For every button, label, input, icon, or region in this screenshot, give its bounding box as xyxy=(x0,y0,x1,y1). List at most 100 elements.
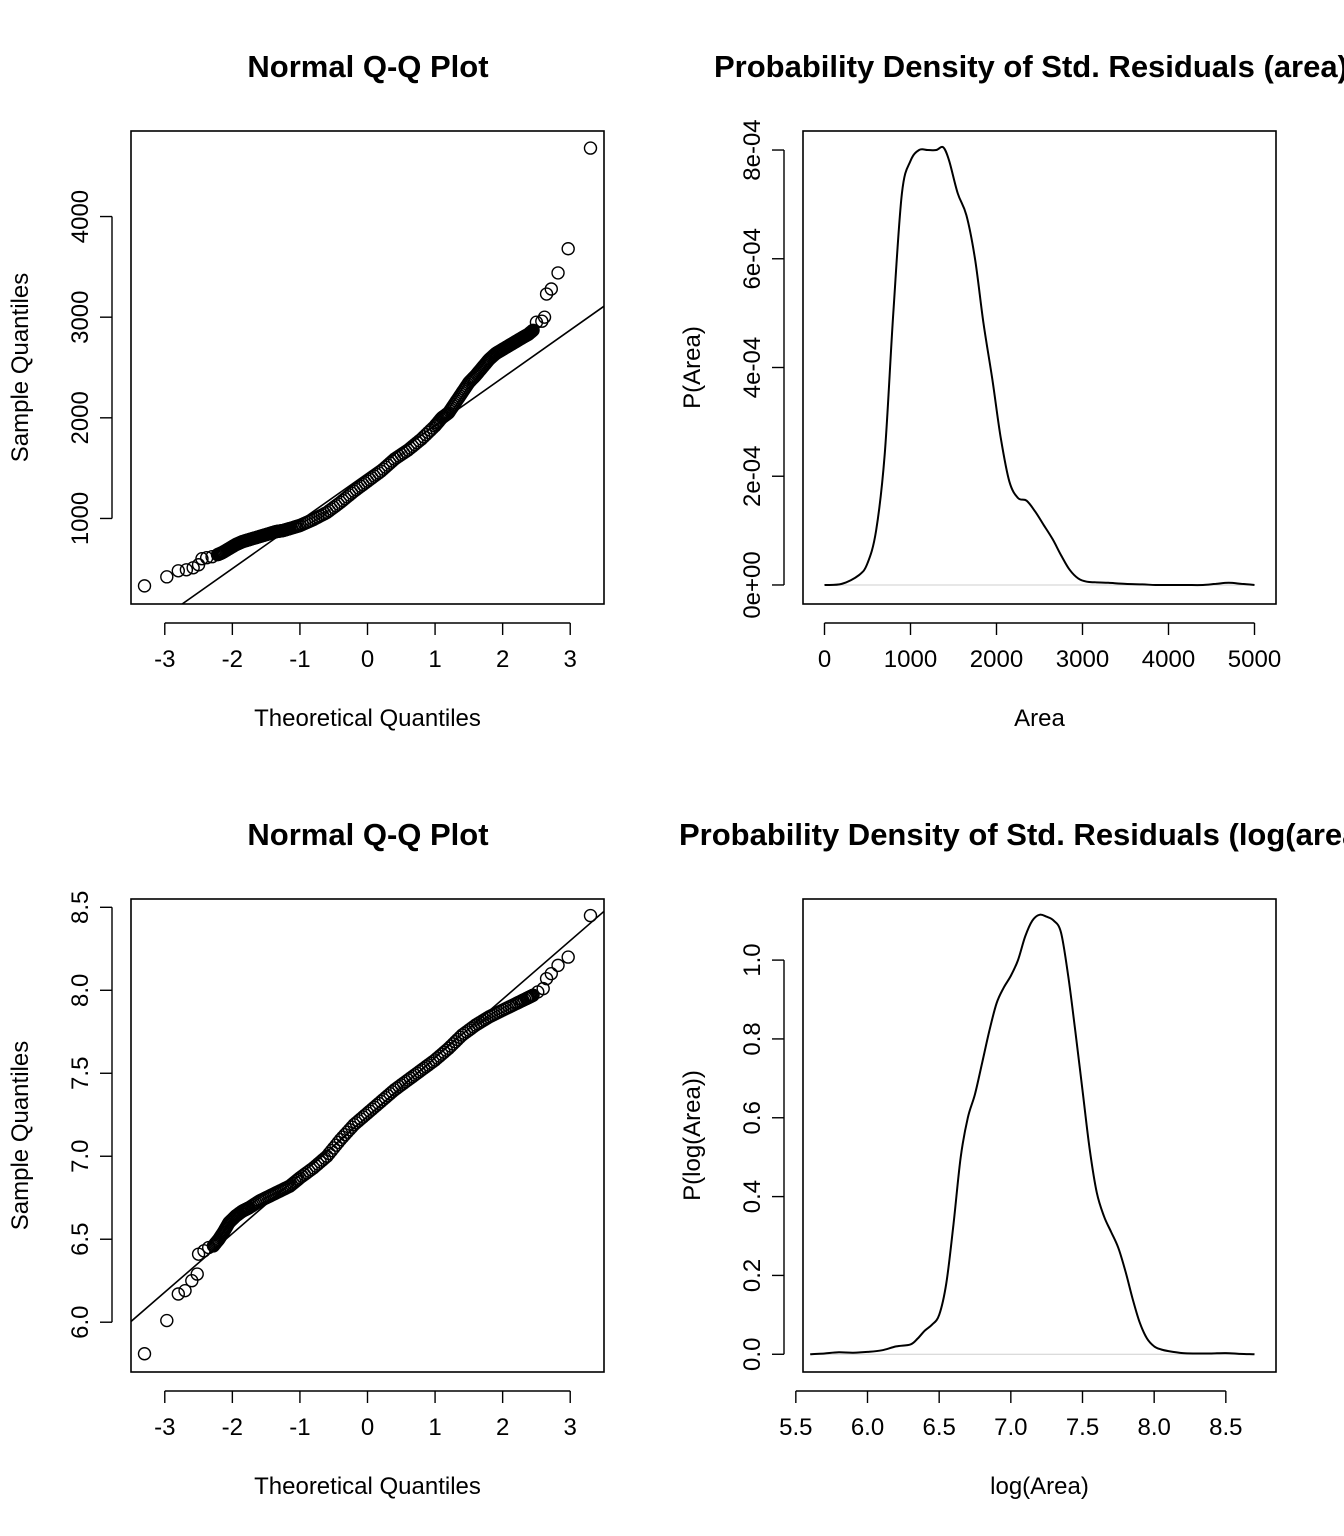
y-tick-label: 4000 xyxy=(67,190,94,243)
x-tick-label: 0 xyxy=(361,646,374,673)
data-point xyxy=(551,266,565,280)
data-point xyxy=(293,1171,307,1185)
data-point xyxy=(340,1125,354,1139)
panel-2: Probability Density of Std. Residuals (a… xyxy=(679,49,1344,732)
data-point xyxy=(365,471,379,485)
data-point xyxy=(179,563,194,577)
data-point xyxy=(297,1167,312,1182)
y-tick-label: 0.4 xyxy=(739,1180,766,1213)
data-point xyxy=(399,444,413,459)
y-tick-label: 6e-04 xyxy=(739,228,766,289)
data-point xyxy=(360,474,375,488)
x-tick-label: 1 xyxy=(428,1414,441,1441)
y-tick-label: 2e-04 xyxy=(739,446,766,507)
data-point xyxy=(537,310,552,324)
y-tick-label: 0.2 xyxy=(739,1259,766,1292)
x-tick-label: 5.5 xyxy=(779,1414,812,1441)
x-tick-label: -1 xyxy=(289,1414,310,1441)
data-point xyxy=(536,981,550,996)
chart-title: Normal Q-Q Plot xyxy=(247,817,488,852)
y-axis-label: P(log(Area)) xyxy=(679,1070,706,1201)
data-point xyxy=(401,1073,415,1087)
x-tick-label: -3 xyxy=(154,1414,175,1441)
data-point xyxy=(405,1069,420,1084)
data-point xyxy=(178,1283,192,1298)
y-tick-label: 7.5 xyxy=(67,1057,94,1090)
data-point xyxy=(320,505,334,520)
x-tick-label: 1000 xyxy=(884,646,937,673)
data-point xyxy=(399,1074,413,1089)
plot-data xyxy=(137,141,604,604)
y-axis-label: P(Area) xyxy=(679,326,706,409)
data-point xyxy=(322,504,336,518)
data-point xyxy=(171,564,186,578)
y-tick-label: 2000 xyxy=(67,391,94,444)
x-tick-label: 3 xyxy=(564,646,577,673)
data-point xyxy=(535,314,549,328)
x-tick-label: -2 xyxy=(222,646,243,673)
data-point xyxy=(390,1081,404,1095)
y-tick-label: 0e+00 xyxy=(739,551,766,618)
x-tick-label: 8.0 xyxy=(1137,1414,1170,1441)
data-point xyxy=(392,1079,406,1094)
y-tick-label: 0.0 xyxy=(739,1338,766,1371)
x-tick-label: 0 xyxy=(818,646,831,673)
data-point xyxy=(345,486,359,500)
y-axis-label: Sample Quantiles xyxy=(7,273,34,462)
data-point xyxy=(190,1267,204,1281)
y-tick-label: 7.0 xyxy=(67,1140,94,1173)
x-tick-label: 1 xyxy=(428,646,441,673)
data-point xyxy=(464,1021,478,1036)
data-point xyxy=(396,1076,411,1090)
x-tick-label: 3000 xyxy=(1056,646,1109,673)
data-point xyxy=(583,141,598,155)
data-point xyxy=(561,950,575,964)
data-point xyxy=(358,476,372,490)
chart-title: Probability Density of Std. Residuals (l… xyxy=(679,817,1344,852)
data-point xyxy=(412,1064,427,1079)
density-curve xyxy=(824,145,1255,587)
data-point xyxy=(526,323,540,337)
x-axis-label: Area xyxy=(1014,705,1065,732)
y-tick-label: 1.0 xyxy=(739,943,766,976)
data-point xyxy=(171,1287,186,1301)
x-tick-label: 6.0 xyxy=(851,1414,884,1441)
y-tick-label: 8.5 xyxy=(67,891,94,924)
data-point xyxy=(356,477,370,492)
x-axis-label: Theoretical Quantiles xyxy=(254,705,481,732)
plot-frame xyxy=(802,898,1277,1373)
density-curve xyxy=(810,913,1255,1356)
data-point xyxy=(544,966,558,981)
y-tick-label: 6.5 xyxy=(67,1223,94,1256)
data-point xyxy=(299,1166,314,1180)
data-point xyxy=(324,502,339,516)
chart-title: Probability Density of Std. Residuals (a… xyxy=(714,49,1344,84)
panel-4: Probability Density of Std. Residuals (l… xyxy=(679,817,1344,1500)
data-point xyxy=(385,454,399,468)
plot-data xyxy=(824,145,1255,587)
panel-3: Normal Q-Q Plot -3 -2 -1 0 1 2 3 6.0 6.5 7.0 7.5 8.0… xyxy=(7,817,605,1500)
data-point xyxy=(410,1066,424,1080)
plot-frame xyxy=(802,130,1277,605)
data-point xyxy=(137,1347,152,1361)
y-axis-label: Sample Quantiles xyxy=(7,1041,34,1230)
data-point xyxy=(354,479,368,493)
plot-frame xyxy=(130,130,605,605)
data-point xyxy=(367,469,381,483)
data-point xyxy=(349,482,363,497)
data-point xyxy=(455,1028,469,1042)
data-point xyxy=(414,1063,429,1077)
data-point xyxy=(347,484,361,498)
y-tick-label: 6.0 xyxy=(67,1306,94,1339)
data-point xyxy=(329,499,343,513)
y-tick-label: 4e-04 xyxy=(739,337,766,398)
y-tick-label: 0.6 xyxy=(739,1101,766,1134)
y-tick-label: 8.0 xyxy=(67,974,94,1007)
data-point xyxy=(195,552,209,566)
y-tick-label: 8e-04 xyxy=(739,119,766,180)
data-point xyxy=(338,1127,352,1142)
data-point xyxy=(160,1313,174,1328)
plot-data xyxy=(810,913,1255,1356)
x-tick-label: -2 xyxy=(222,1414,243,1441)
